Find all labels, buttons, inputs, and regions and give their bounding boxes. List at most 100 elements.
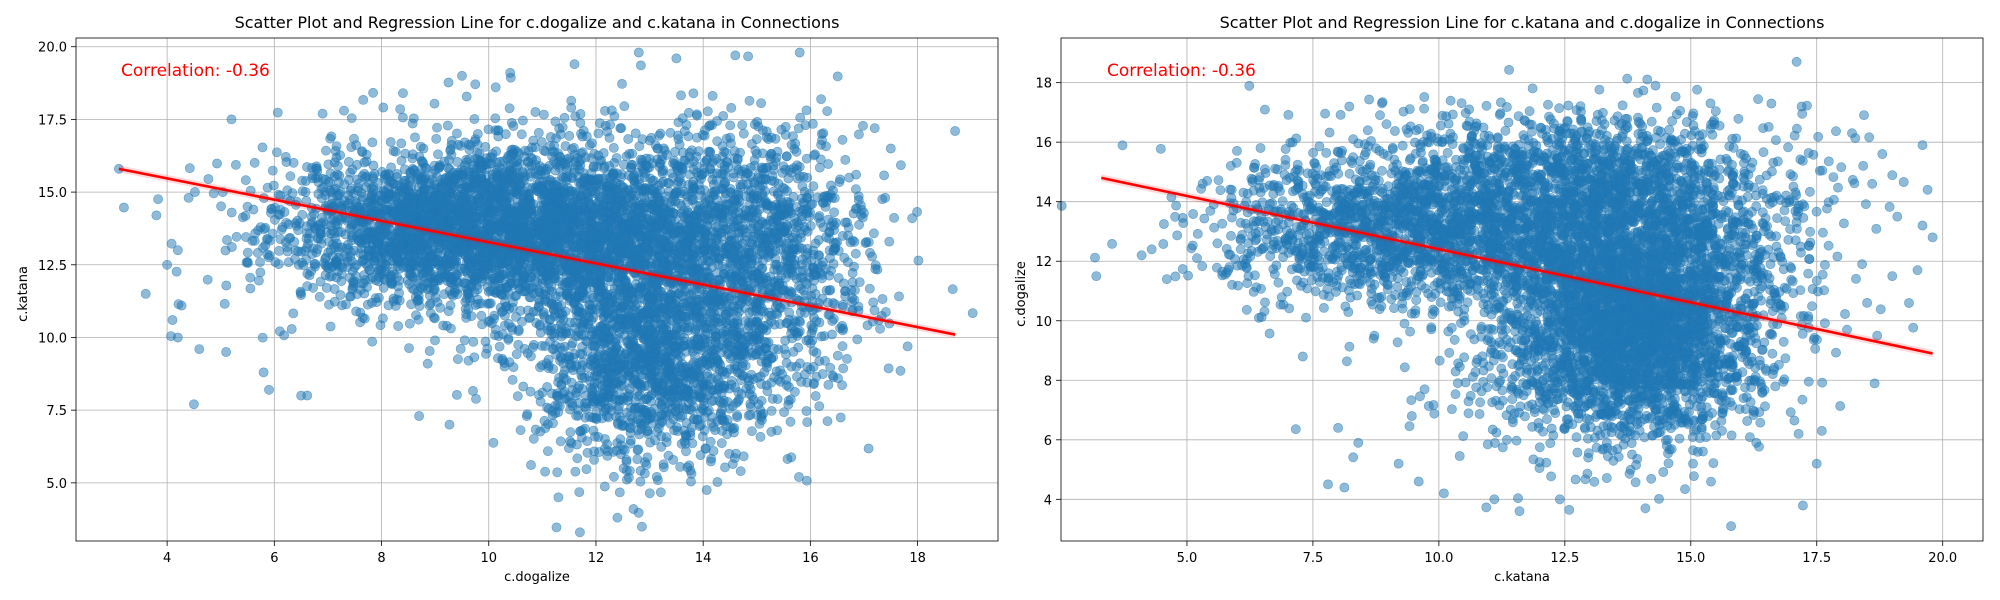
chart-dogalize-vs-katana: Scatter Plot and Regression Line for c.d…	[16, 13, 999, 585]
scatter-point	[575, 109, 586, 119]
scatter-point	[702, 106, 713, 117]
scatter-point	[518, 115, 528, 126]
scatter-point	[219, 298, 230, 309]
scatter-point	[510, 291, 520, 302]
scatter-point	[728, 168, 739, 179]
scatter-point	[533, 218, 544, 229]
scatter-point	[455, 204, 466, 214]
scatter-point	[406, 299, 416, 310]
scatter-point	[433, 149, 443, 160]
scatter-point	[370, 293, 381, 303]
scatter-point	[658, 165, 669, 175]
scatter-point	[464, 144, 475, 155]
scatter-point	[611, 153, 622, 163]
scatter-point	[522, 409, 533, 419]
scatter-point	[540, 466, 550, 477]
scatter-point	[263, 252, 274, 263]
scatter-point	[605, 217, 616, 228]
scatter-point	[578, 202, 589, 212]
scatter-point	[539, 109, 549, 120]
scatter-point	[345, 185, 356, 196]
scatter-point	[559, 112, 570, 123]
scatter-point	[457, 243, 468, 253]
scatter-point	[315, 226, 326, 236]
scatter-point	[435, 210, 446, 221]
scatter-point	[396, 138, 407, 149]
scatter-point	[468, 336, 479, 347]
scatter-point	[255, 257, 265, 267]
scatter-point	[415, 243, 425, 254]
scatter-point	[580, 152, 591, 163]
scatter-point	[331, 238, 342, 249]
scatter-point	[472, 294, 483, 305]
scatter-point	[511, 311, 521, 322]
scatter-point	[410, 132, 420, 143]
scatter-point	[609, 471, 619, 482]
scatter-point	[533, 127, 544, 138]
scatter-point	[616, 123, 627, 134]
scatter-point	[624, 148, 635, 159]
scatter-point	[485, 298, 496, 309]
scatter-point	[835, 412, 846, 423]
scatter-point	[737, 120, 748, 130]
scatter-point	[699, 167, 709, 178]
x-axis-label: c.dogalize	[504, 570, 570, 585]
scatter-point	[536, 137, 547, 147]
scatter-point	[408, 165, 419, 176]
scatter-point	[459, 335, 470, 346]
scatter-point	[245, 272, 256, 283]
scatter-point	[456, 195, 467, 206]
scatter-point	[320, 190, 331, 201]
scatter-point	[460, 182, 470, 193]
scatter-point	[253, 275, 264, 286]
scatter-point	[300, 187, 311, 197]
scatter-point	[439, 156, 450, 167]
scatter-point	[336, 227, 346, 237]
scatter-point	[569, 167, 580, 178]
scatter-point	[119, 202, 129, 213]
chart-title: Scatter Plot and Regression Line for c.d…	[235, 13, 840, 32]
scatter-point	[884, 236, 895, 247]
scatter-point	[245, 283, 256, 294]
scatter-point	[524, 207, 535, 218]
scatter-point	[416, 214, 427, 225]
scatter-point	[321, 145, 331, 156]
scatter-point	[545, 132, 556, 142]
scatter-point	[608, 142, 619, 153]
scatter-point	[279, 207, 290, 217]
scatter-point	[366, 190, 377, 201]
scatter-point	[265, 207, 276, 218]
scatter-point	[397, 112, 408, 123]
scatter-point	[564, 130, 575, 141]
scatter-point	[500, 268, 511, 279]
scatter-point	[407, 153, 418, 164]
scatter-point	[249, 157, 260, 168]
scatter-point	[366, 200, 376, 211]
scatter-point	[240, 210, 251, 221]
y-axis-label: c.katana	[16, 266, 31, 322]
scatter-point	[649, 202, 660, 212]
scatter-point	[604, 188, 615, 199]
scatter-point	[306, 219, 317, 230]
scatter-point	[570, 466, 581, 477]
scatter-point	[461, 91, 472, 102]
scatter-point	[479, 179, 490, 190]
scatter-point	[489, 209, 500, 220]
scatter-point	[673, 130, 683, 141]
scatter-point	[285, 171, 296, 182]
scatter-point	[539, 145, 549, 156]
scatter-point	[666, 168, 677, 178]
scatter-point	[351, 271, 361, 282]
scatter-point	[288, 157, 299, 168]
scatter-point	[220, 245, 231, 256]
scatter-point	[347, 164, 358, 175]
scatter-point	[275, 234, 286, 244]
scatter-point	[635, 203, 646, 214]
scatter-point	[326, 271, 337, 282]
scatter-point	[756, 98, 766, 109]
scatter-point	[431, 133, 442, 144]
scatter-point	[669, 230, 679, 240]
scatter-point	[493, 131, 504, 142]
scatter-point	[658, 176, 669, 187]
